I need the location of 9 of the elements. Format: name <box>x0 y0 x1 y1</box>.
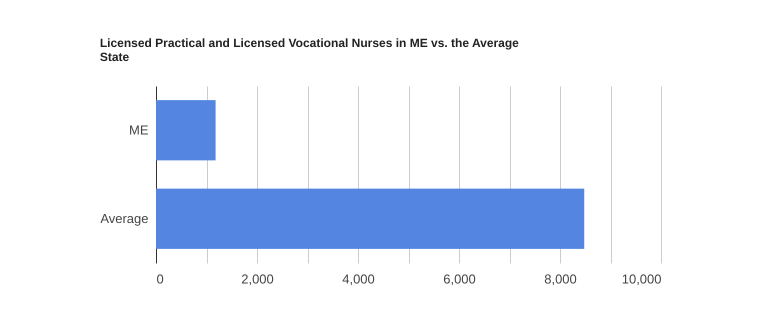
x-tick-label: 6,000 <box>443 272 476 286</box>
y-tick-label: Average <box>100 210 148 226</box>
chart-title: Licensed Practical and Licensed Vocational Nurses in ME vs. the Average State <box>100 36 520 64</box>
x-tick-label: 10,000 <box>622 272 662 286</box>
x-tick-label: 4,000 <box>342 272 375 286</box>
x-tick-label: 2,000 <box>241 272 274 286</box>
x-tick-label: 0 <box>156 272 164 286</box>
y-tick-label: ME <box>129 122 149 138</box>
x-tick-label: 8,000 <box>544 272 577 286</box>
